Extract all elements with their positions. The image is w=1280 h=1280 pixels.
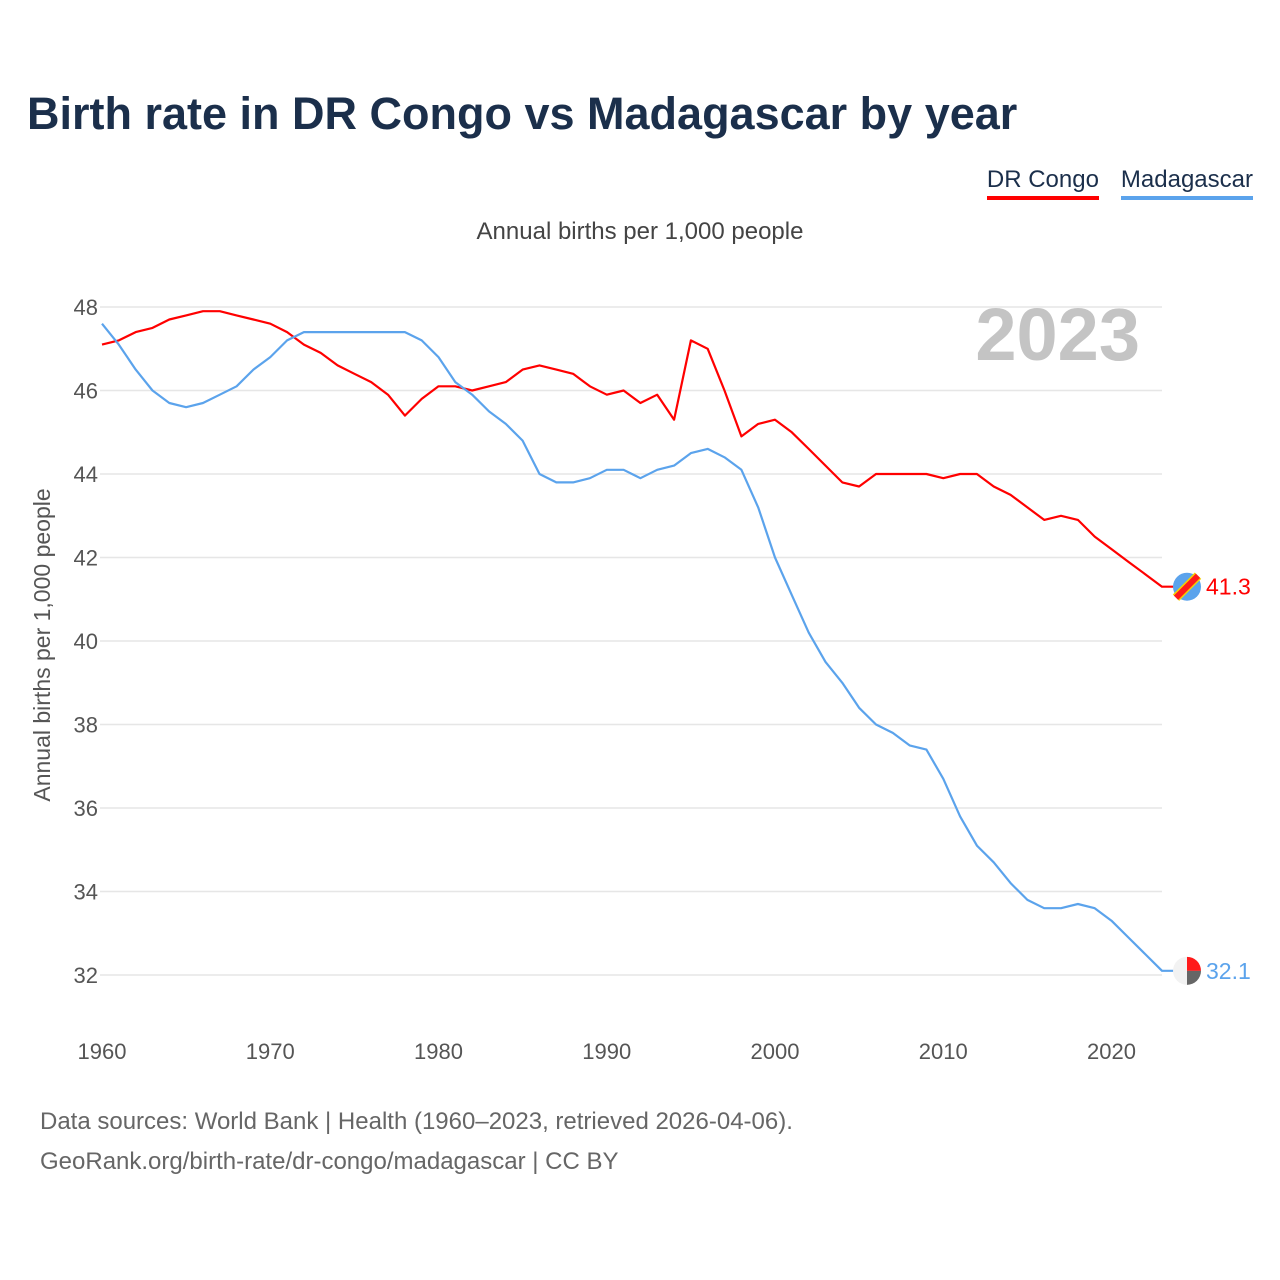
y-tick-label: 34 [74,880,98,905]
chart-title: Birth rate in DR Congo vs Madagascar by … [27,88,1018,139]
x-tick-label: 1970 [246,1039,295,1064]
y-tick-label: 38 [74,713,98,738]
x-tick-label: 2010 [919,1039,968,1064]
y-tick-label: 36 [74,796,98,821]
series-line-madagascar [101,323,1174,972]
x-tick-label: 1990 [582,1039,631,1064]
year-watermark: 2023 [975,293,1140,376]
chart-subtitle: Annual births per 1,000 people [476,218,804,245]
y-tick-label: 32 [74,963,98,988]
legend: DR Congo Madagascar [986,166,1253,200]
end-value-label: 41.3 [1206,574,1251,600]
madagascar-flag-icon [1173,956,1201,985]
y-tick-label: 46 [74,379,98,404]
legend-item-dr-congo[interactable]: DR Congo [986,166,1099,200]
y-axis-label: Annual births per 1,000 people [29,488,55,801]
dr-congo-flag-icon [1172,572,1202,601]
y-tick-label: 48 [74,295,98,320]
legend-item-madagascar[interactable]: Madagascar [1120,166,1253,200]
x-tick-label: 2000 [751,1039,800,1064]
y-tick-label: 40 [74,629,98,654]
y-tick-label: 44 [74,462,98,487]
footer-link[interactable]: GeoRank.org/birth-rate/dr-congo/madagasc… [40,1148,619,1175]
x-tick-label: 1960 [78,1039,127,1064]
x-tick-label: 1980 [414,1039,463,1064]
series-line-dr-congo [101,310,1174,588]
end-value-label: 32.1 [1206,958,1251,984]
x-tick-label: 2020 [1087,1039,1136,1064]
footer-sources: Data sources: World Bank | Health (1960–… [40,1108,793,1135]
y-tick-label: 42 [74,546,98,571]
